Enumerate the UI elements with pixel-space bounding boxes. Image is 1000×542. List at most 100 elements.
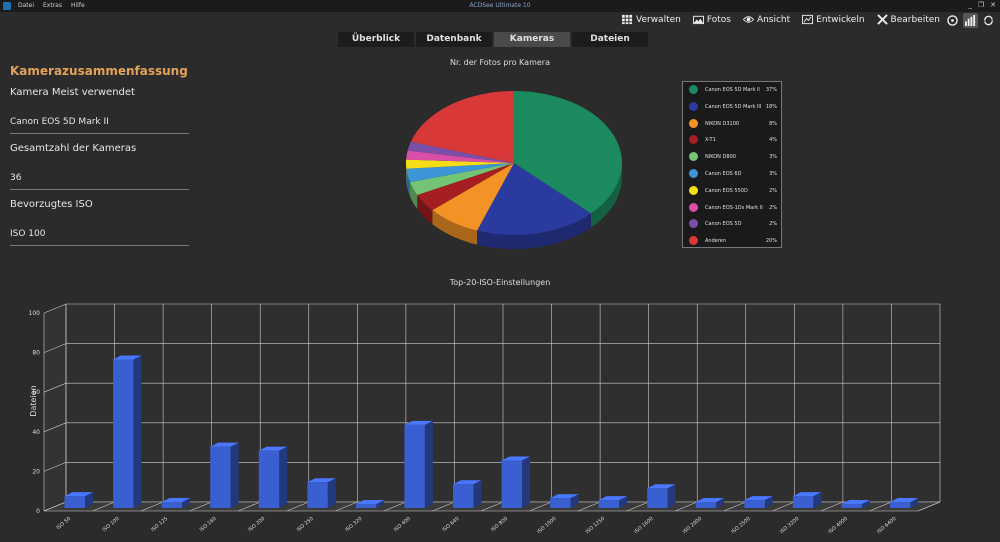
pie-chart-title: Nr. der Fotos pro Kamera (450, 58, 550, 67)
y-tick-label: 100 (29, 310, 41, 317)
develop-icon (802, 14, 814, 25)
gridline-floor (626, 501, 649, 512)
x-tick-label: ISO 400 (393, 516, 412, 533)
pie-slice-8[interactable] (407, 141, 514, 163)
bar-14[interactable] (744, 496, 773, 508)
bar-15[interactable] (792, 492, 822, 508)
tab-datenbank[interactable]: Datenbank (416, 32, 492, 47)
tab-kameras[interactable]: Kameras (494, 32, 570, 47)
x-tick-label: ISO 640 (441, 516, 460, 533)
minimize-button[interactable]: _ (968, 1, 972, 9)
bar-13[interactable] (695, 498, 725, 508)
legend-swatch (689, 236, 698, 246)
sync-icon (984, 15, 993, 26)
gridline-floor (577, 501, 601, 512)
gridline-floor (772, 501, 795, 512)
menu-item-datei[interactable]: Datei (18, 2, 35, 9)
legend-label: Canon EOS 5D Mark II (705, 87, 760, 93)
pie-slice-3[interactable] (417, 163, 514, 211)
bar-11[interactable] (598, 496, 628, 508)
gridline-floor (43, 501, 67, 512)
summary-label-preferred-iso: Bevorzugtes ISO (10, 199, 93, 210)
bar-12[interactable] (647, 484, 676, 508)
x-tick-label: ISO 1000 (536, 516, 557, 535)
gridline-side (43, 382, 67, 393)
legend-swatch (689, 185, 698, 195)
pie-slice-0[interactable] (514, 91, 622, 214)
dashboard-icon (947, 15, 958, 26)
pie-slice-4[interactable] (409, 163, 514, 195)
legend-item: Canon EOS 5D Mark III 18% (687, 101, 779, 113)
legend-label: NIKON D800 (705, 154, 736, 161)
gridline-floor (480, 501, 504, 512)
bar-8[interactable] (453, 480, 482, 508)
x-tick-label: ISO 3200 (779, 516, 800, 535)
pie-slice-5[interactable] (406, 163, 514, 183)
pie-side-4 (409, 182, 418, 209)
mode-fotos[interactable]: Fotos (692, 14, 731, 25)
gridline-floor (917, 501, 941, 512)
legend-swatch (689, 135, 698, 145)
summary-title: Kamerazusammenfassung (10, 64, 188, 78)
y-axis-title: Dateien (29, 385, 38, 416)
gridline-floor (529, 501, 552, 512)
gridline-floor (675, 501, 698, 512)
legend-item: Canon EOS 5D 2% (687, 218, 779, 230)
mode-verwalten[interactable]: Verwalten (622, 14, 681, 25)
menu-item-hilfe[interactable]: Hilfe (70, 2, 85, 9)
menu-item-extras[interactable]: Extras (43, 2, 62, 9)
pie-side-1 (477, 213, 591, 249)
mode-ansicht[interactable]: Ansicht (742, 14, 790, 25)
gridline-floor (820, 501, 844, 512)
bar-5[interactable] (307, 478, 336, 508)
pie-slice-1[interactable] (477, 163, 591, 236)
bar-1[interactable] (113, 355, 142, 509)
edit-icon (876, 14, 888, 25)
online-button[interactable] (981, 13, 996, 28)
gridline-floor (335, 501, 358, 512)
tab-dateien[interactable]: Dateien (572, 32, 648, 47)
legend-item: Canon EOS-1Ds Mark II 2% (687, 202, 779, 214)
legend-swatch (689, 101, 698, 111)
mode-bearbeiten[interactable]: Bearbeiten (876, 14, 940, 25)
close-button[interactable]: ✕ (990, 1, 996, 9)
summary-value-preferred-iso: ISO 100 (10, 229, 189, 246)
bar-4[interactable] (258, 446, 288, 508)
bar-2[interactable] (161, 498, 191, 508)
bar-16[interactable] (841, 500, 870, 508)
x-tick-label: ISO 250 (296, 516, 315, 533)
pie-slice-7[interactable] (406, 150, 514, 163)
bar-9[interactable] (501, 456, 530, 508)
pie-slice-6[interactable] (406, 159, 514, 169)
pie-chart (406, 91, 622, 249)
dashboard-button[interactable] (945, 13, 960, 28)
maximize-button[interactable]: ❐ (977, 1, 985, 9)
bar-6[interactable] (355, 500, 385, 508)
summary-value-total-cameras: 36 (10, 173, 189, 190)
pie-slice-2[interactable] (432, 163, 514, 231)
gridline-side (43, 422, 67, 433)
window-controls: _ ❐ ✕ (968, 1, 996, 9)
x-tick-label: ISO 320 (344, 516, 363, 533)
tab-bar: Überblick Datenbank Kameras Dateien (338, 32, 648, 47)
statistics-button[interactable] (963, 13, 978, 28)
bar-17[interactable] (890, 498, 919, 508)
bar-10[interactable] (550, 494, 579, 508)
legend-percent: 3% (769, 154, 777, 161)
x-tick-label: ISO 1600 (633, 516, 654, 535)
pie-legend: Canon EOS 5D Mark II 37% Canon EOS 5D Mark… (682, 81, 782, 248)
tab-ueberblick[interactable]: Überblick (338, 32, 414, 47)
legend-percent: 2% (769, 187, 777, 194)
pie-slice-9[interactable] (410, 91, 514, 163)
bar-0[interactable] (64, 492, 93, 508)
gridline-floor (140, 501, 164, 512)
mode-entwickeln[interactable]: Entwickeln (802, 14, 865, 25)
gridline-side (43, 462, 67, 472)
legend-percent: 8% (769, 120, 777, 127)
legend-swatch (689, 152, 698, 162)
bar-3[interactable] (210, 442, 239, 508)
x-tick-label: ISO 50 (55, 516, 72, 531)
bar-7[interactable] (404, 420, 433, 508)
legend-label: NIKON D3100 (705, 120, 740, 127)
bar-chart: 0 20 40 60 80 100 Dateien ISO 50 ISO 100 ISO 125 I… (29, 303, 941, 535)
